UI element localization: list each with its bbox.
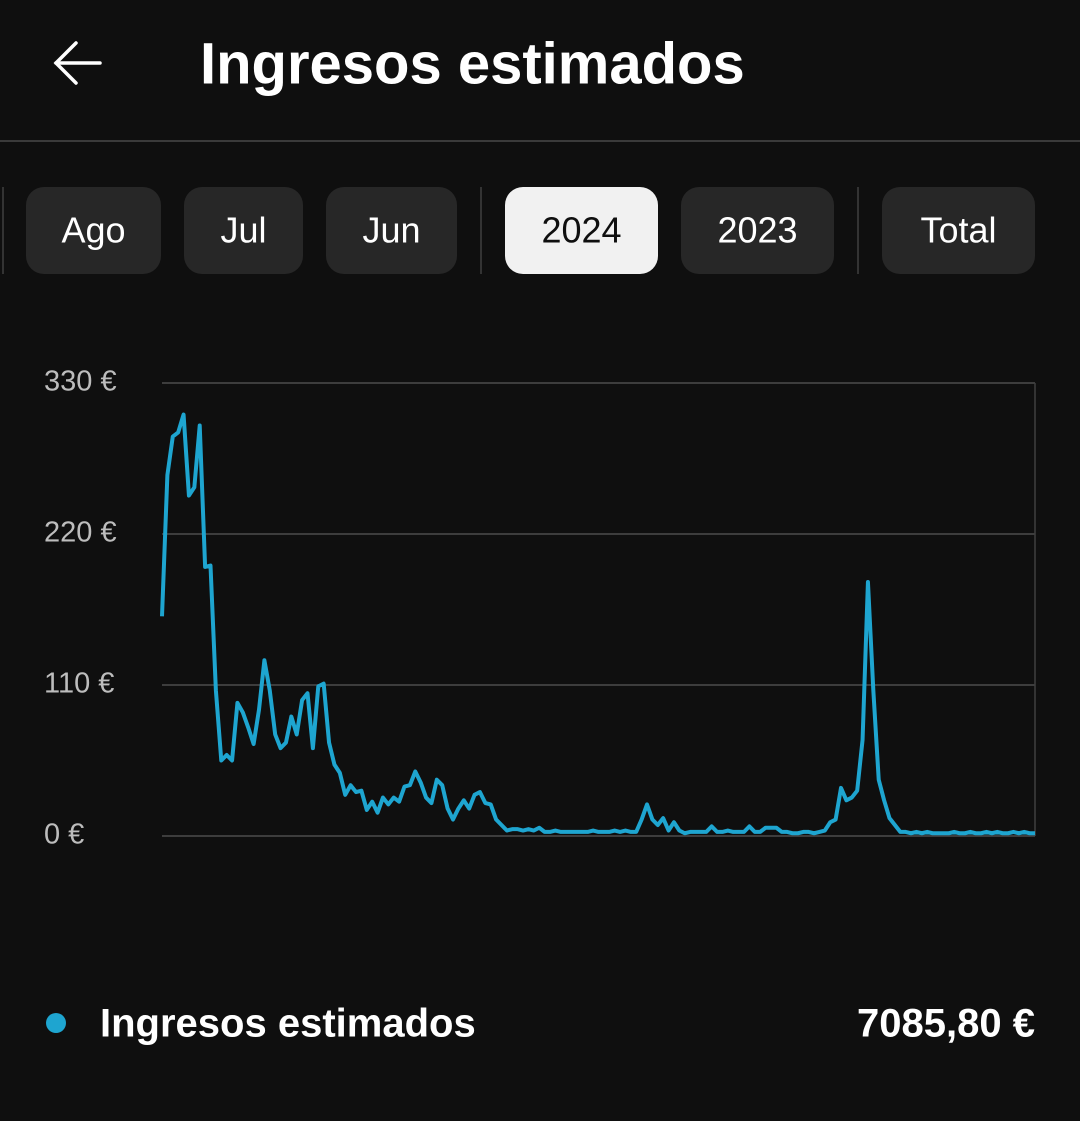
tab-background: [184, 187, 303, 274]
tab-bar: Ago Jul Jun 2024 2023 Total: [26, 187, 1035, 274]
y-tick-label: 110 €: [44, 668, 114, 700]
tab-label: Total: [920, 210, 996, 251]
tab[interactable]: Total: [882, 187, 1035, 274]
tab-background: [681, 187, 834, 274]
tab[interactable]: 2023: [681, 187, 834, 274]
tab-label: Jun: [362, 210, 420, 251]
legend: Ingresos estimados 7085,80 €: [46, 1002, 1035, 1046]
tab-background: [26, 187, 161, 274]
tab-label: 2024: [541, 210, 621, 251]
tab-label: Jul: [220, 210, 266, 251]
tab[interactable]: Jul: [184, 187, 303, 274]
legend-label: Ingresos estimados: [100, 1002, 476, 1046]
back-button[interactable]: [53, 41, 102, 85]
tab-background: [326, 187, 457, 274]
legend-dot: [46, 1013, 66, 1033]
tab-background: [505, 187, 658, 274]
plot: 0 € 110 € 220 € 330 €: [44, 366, 1035, 851]
tab[interactable]: Jun: [326, 187, 457, 274]
y-tick-label: 0 €: [44, 819, 84, 851]
total-value: 7085,80 €: [857, 1002, 1035, 1046]
y-tick-label: 330 €: [44, 366, 117, 398]
y-tick-label: 220 €: [44, 517, 117, 549]
tab-label: 2023: [717, 210, 797, 251]
tab-label: Ago: [61, 210, 125, 251]
back-arrow-head: [53, 41, 78, 85]
tab[interactable]: Ago: [26, 187, 161, 274]
tab[interactable]: 2024: [505, 187, 658, 274]
tab-background: [882, 187, 1035, 274]
page-title: Ingresos estimados: [200, 31, 745, 96]
data-line: [160, 412, 1035, 836]
